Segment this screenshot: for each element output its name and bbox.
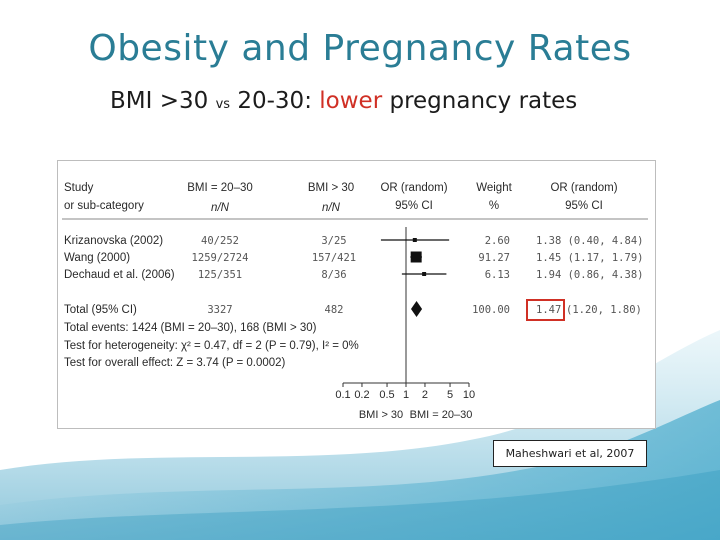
citation-box: Maheshwari et al, 2007 — [493, 440, 647, 467]
study-3-name: Dechaud et al. (2006) — [64, 269, 175, 281]
study-2-name: Wang (2000) — [64, 252, 130, 264]
header-or-plot-ci: 95% CI — [395, 200, 433, 212]
x-tick-label-0.2: 0.2 — [354, 389, 369, 401]
axis-label-left: BMI > 30 — [359, 409, 403, 421]
x-tick-label-10: 10 — [463, 389, 475, 401]
header-group2: BMI > 30 — [308, 182, 354, 194]
header-weight-unit: % — [489, 200, 499, 212]
slide-title: Obesity and Pregnancy Rates — [88, 28, 632, 69]
header-subcategory: or sub-category — [64, 200, 144, 212]
slide-subtitle: BMI >30 vs 20-30: lower pregnancy rates — [110, 88, 577, 114]
study-2-or-ci: 1.45 (1.17, 1.79) — [536, 252, 643, 264]
header-or-plot: OR (random) — [380, 182, 447, 194]
study-1-group1: 40/252 — [201, 235, 239, 247]
header-study: Study — [64, 182, 94, 194]
study-1-weight: 2.60 — [485, 235, 510, 247]
study-2-point — [410, 251, 422, 263]
header-group2-nn: n/N — [322, 202, 341, 214]
study-1-or-ci: 1.38 (0.40, 4.84) — [536, 235, 643, 247]
study-3-point — [422, 272, 427, 276]
total-diamond — [410, 301, 423, 317]
total-g1: 3327 — [207, 304, 232, 316]
total-or-highlight-box — [526, 299, 565, 321]
study-1-group2: 3/25 — [321, 235, 346, 247]
x-tick-label-5: 5 — [447, 389, 453, 401]
footnote-overall-effect: Test for overall effect: Z = 3.74 (P = 0… — [64, 357, 286, 369]
total-label: Total (95% CI) — [64, 304, 137, 316]
x-tick-label-0.5: 0.5 — [379, 389, 394, 401]
total-or-value: 1.47 — [536, 304, 561, 316]
forest-plot-panel: Study or sub-category BMI = 20–30 n/N BM… — [57, 160, 656, 429]
header-orci-ci: 95% CI — [565, 200, 603, 212]
plot-layer: Krizanovska (2002) 40/252 3/25 2.60 1.38 (0.… — [64, 227, 643, 401]
total-weight: 100.00 — [472, 304, 510, 316]
forest-plot: Study or sub-category BMI = 20–30 n/N BM… — [62, 182, 648, 421]
study-3-weight: 6.13 — [485, 269, 510, 281]
header-group1: BMI = 20–30 — [187, 182, 253, 194]
study-3-group2: 8/36 — [321, 269, 346, 281]
study-3-group1: 125/351 — [198, 269, 242, 281]
total-or-ci: (1.20, 1.80) — [566, 304, 642, 316]
subtitle-highlight: lower — [319, 88, 383, 114]
subtitle-part-b: 20-30: — [230, 88, 320, 114]
study-3-or-ci: 1.94 (0.86, 4.38) — [536, 269, 643, 281]
study-2-weight: 91.27 — [478, 252, 510, 264]
study-1-name: Krizanovska (2002) — [64, 235, 163, 247]
footnote-heterogeneity: Test for heterogeneity: χ² = 0.47, df = … — [64, 340, 359, 352]
footnote-total-events: Total events: 1424 (BMI = 20–30), 168 (B… — [64, 322, 317, 334]
header-group1-nn: n/N — [211, 202, 230, 214]
study-2-group2: 157/421 — [312, 252, 356, 264]
study-1-point — [412, 238, 417, 242]
x-tick-label-0.1: 0.1 — [335, 389, 350, 401]
header-weight: Weight — [476, 182, 512, 194]
total-g2: 482 — [325, 304, 344, 316]
axis-label-right: BMI = 20–30 — [410, 409, 473, 421]
x-tick-label-1: 1 — [403, 389, 409, 401]
subtitle-part-c: pregnancy rates — [382, 88, 578, 114]
x-tick-label-2: 2 — [422, 389, 428, 401]
subtitle-vs: vs — [215, 97, 231, 112]
header-orci: OR (random) — [550, 182, 617, 194]
study-2-group1: 1259/2724 — [192, 252, 249, 264]
subtitle-part-a: BMI >30 — [110, 88, 216, 114]
